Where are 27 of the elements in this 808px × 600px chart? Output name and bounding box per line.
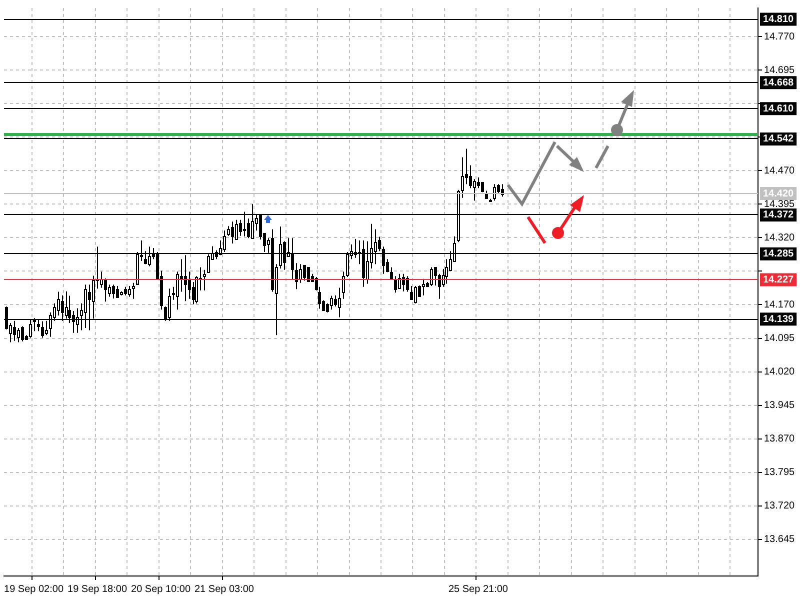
ref-line-label: 14.285 <box>763 248 794 260</box>
y-tick-label: 14.095 <box>764 333 796 344</box>
y-tick-label: 14.770 <box>764 31 796 42</box>
ref-line-label: 14.227 <box>763 274 794 286</box>
ref-line-label: 14.420 <box>763 188 794 200</box>
ref-line-label: 14.139 <box>763 314 794 325</box>
x-tick-label: 19 Sep 02:00 <box>4 584 64 595</box>
ref-line-label: 14.610 <box>763 103 794 114</box>
y-tick-label: 14.395 <box>764 198 796 210</box>
ref-line-label: 14.668 <box>763 77 794 88</box>
y-tick-label: 14.695 <box>764 64 796 76</box>
y-tick-label: 14.470 <box>764 165 796 176</box>
x-tick-label: 20 Sep 10:00 <box>131 584 191 595</box>
x-tick-label: 25 Sep 21:00 <box>448 584 508 595</box>
ref-line-label: 14.372 <box>763 210 794 221</box>
x-tick-label: 21 Sep 03:00 <box>194 584 254 595</box>
x-tick-label: 19 Sep 18:00 <box>68 584 128 595</box>
y-tick-label: 13.795 <box>764 467 796 478</box>
y-tick-label: 13.720 <box>764 500 796 512</box>
ref-line-label: 14.542 <box>763 134 794 145</box>
y-tick-label: 13.645 <box>764 534 796 546</box>
y-tick-label: 13.870 <box>764 434 796 445</box>
y-tick-label: 14.020 <box>764 366 796 378</box>
y-tick-label: 14.170 <box>764 299 796 310</box>
y-tick-label: 13.945 <box>764 400 796 412</box>
ref-line-label: 14.810 <box>763 14 794 25</box>
y-tick-label: 14.320 <box>764 232 796 244</box>
